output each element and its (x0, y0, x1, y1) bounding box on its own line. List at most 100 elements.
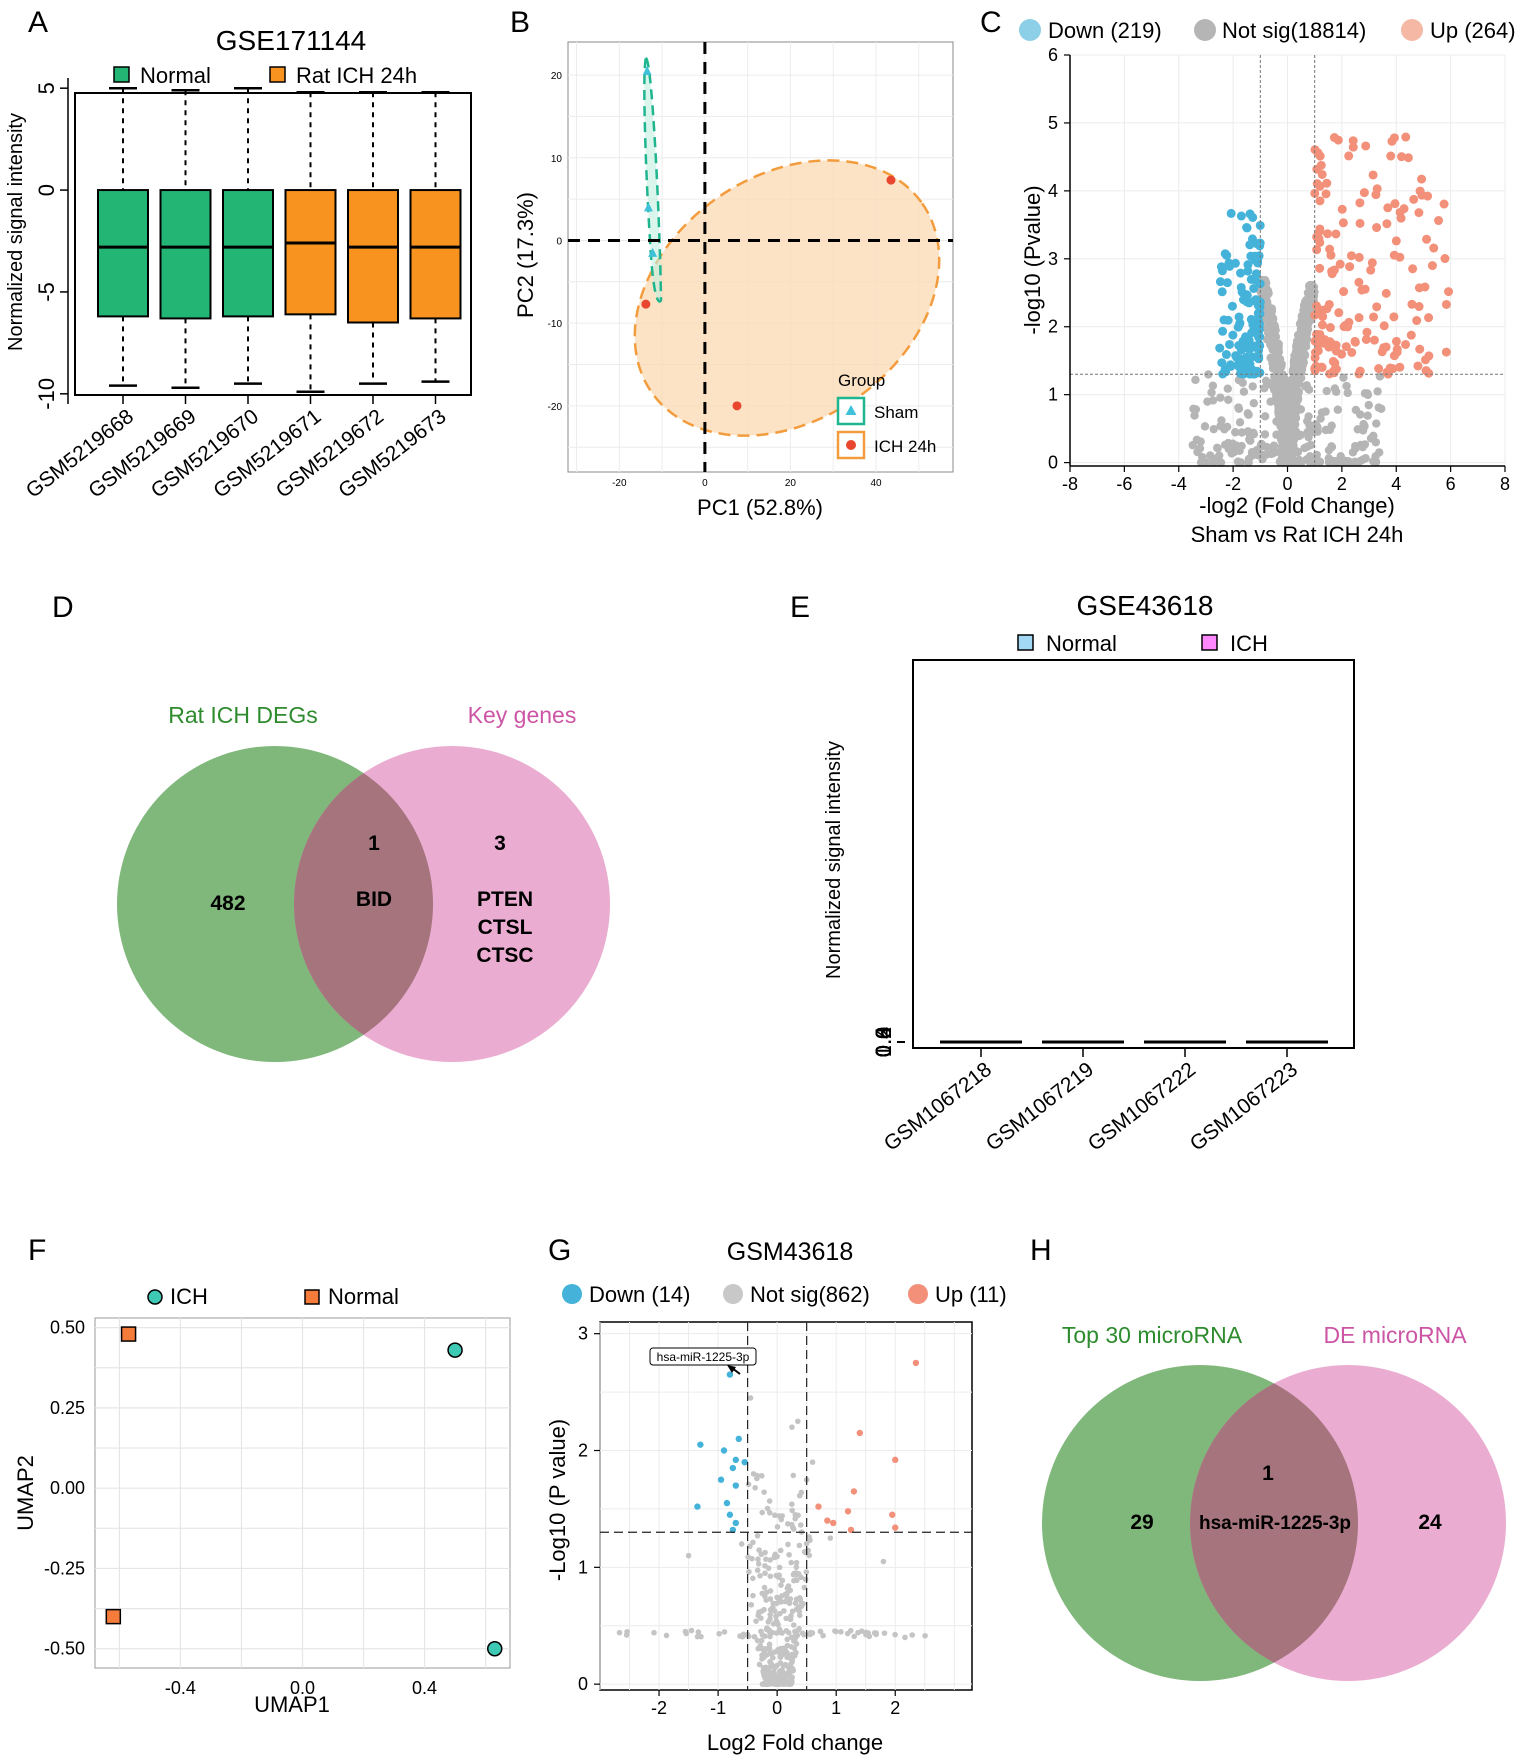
panel-letter-b: B (510, 6, 530, 39)
panel-letter-d: D (52, 591, 74, 624)
up-point (1374, 364, 1384, 374)
panel-c-ylabel: -log10 (Pvalue) (1020, 185, 1045, 334)
notsig-point (769, 1605, 775, 1612)
up-point (1444, 287, 1454, 297)
notsig-point (1358, 442, 1367, 452)
notsig-point (764, 1681, 770, 1687)
notsig-point (1371, 452, 1380, 461)
x-tick-label: 6 (1446, 474, 1456, 494)
x-tick-label: -0.4 (165, 1678, 196, 1698)
notsig-point (1216, 393, 1225, 402)
notsig-point (739, 1633, 746, 1640)
notsig-point (683, 1630, 690, 1637)
panel-a-ylabel: Normalized signal intensity (5, 113, 27, 351)
notsig-point (789, 1521, 795, 1528)
up-point (1350, 336, 1360, 346)
up-point (824, 1517, 831, 1524)
up-point (1383, 369, 1393, 379)
up-point (1315, 263, 1325, 273)
x-tick-label: 0 (772, 1698, 782, 1718)
down-point (720, 1447, 728, 1454)
notsig-point (793, 1564, 800, 1570)
notsig-point (1331, 387, 1341, 396)
notsig-point (745, 1481, 752, 1488)
notsig-point (777, 1547, 784, 1554)
down-point (1216, 262, 1226, 272)
up-point (1434, 216, 1444, 226)
x-tick-label: GSM1067223 (1186, 1058, 1302, 1156)
notsig-point (1266, 397, 1275, 406)
notsig-point (754, 1637, 761, 1644)
up-point (1317, 320, 1327, 330)
up-point (844, 1508, 852, 1515)
notsig-point (1343, 388, 1352, 398)
up-point (1361, 334, 1371, 344)
x-tick-label: -8 (1062, 474, 1078, 494)
y-tick-label: 0 (34, 184, 59, 196)
panel-letter-h: H (1030, 1234, 1052, 1267)
notsig-point (778, 1593, 785, 1599)
notsig-point (748, 1601, 755, 1608)
y-tick-label: 0 (578, 1674, 588, 1694)
mirna-callout-arrowhead (727, 1365, 736, 1373)
down-point (1236, 211, 1246, 221)
panel-a-y-axis: 5 0 -5 -10 (34, 78, 69, 410)
notsig-point (786, 1671, 792, 1678)
notsig-point (777, 1650, 783, 1657)
notsig-point (772, 1649, 778, 1655)
down-point (1215, 277, 1225, 287)
up-point (1440, 254, 1450, 264)
mirna-callout-label: hsa-miR-1225-3p (657, 1350, 750, 1364)
notsig-point (769, 1629, 776, 1636)
panel-a-title: GSE171144 (216, 25, 367, 56)
down-point (1243, 260, 1253, 270)
normal-point (120, 1326, 137, 1342)
notsig-point (1304, 385, 1314, 394)
notsig-point (803, 1569, 810, 1575)
x-tick-label: 1 (831, 1698, 841, 1718)
notsig-point (799, 1630, 806, 1637)
notsig-point (754, 1532, 761, 1539)
notsig-point (755, 1556, 761, 1563)
up-point (1367, 258, 1377, 268)
notsig-point (1235, 418, 1245, 427)
venn-h-overlap-gene: hsa-miR-1225-3p (1199, 1513, 1351, 1534)
sham-point (642, 65, 652, 75)
notsig-point (770, 1655, 776, 1661)
notsig-point (1290, 405, 1300, 415)
notsig-point (790, 1622, 797, 1628)
notsig-point (767, 1616, 773, 1622)
y-tick-label: -0.25 (44, 1558, 85, 1578)
notsig-point (1363, 390, 1373, 400)
up-point (1382, 219, 1392, 229)
notsig-point (761, 1584, 768, 1591)
down-point (1246, 274, 1256, 284)
down-point (1218, 326, 1228, 336)
panel-g-xlabel: Log2 Fold change (707, 1730, 883, 1755)
panel-letter-a: A (28, 6, 48, 39)
notsig-point (1293, 330, 1303, 340)
x-tick-label: -2 (1225, 474, 1241, 494)
up-point (1429, 243, 1439, 253)
notsig-point (774, 1524, 781, 1530)
legend-a-ich-label: Rat ICH 24h (296, 63, 417, 88)
down-point (732, 1519, 740, 1527)
notsig-point (755, 1561, 762, 1567)
down-point (1225, 261, 1235, 271)
notsig-point (774, 1681, 781, 1687)
venn-h-left-count: 29 (1130, 1511, 1153, 1534)
notsig-point (1252, 446, 1261, 455)
legend-f-normal-label: Normal (328, 1284, 399, 1309)
notsig-point (750, 1539, 756, 1546)
y-tick-label: -10 (548, 319, 563, 330)
notsig-point (769, 1663, 775, 1669)
down-point (1215, 343, 1225, 353)
notsig-point (761, 1489, 767, 1495)
panel-letter-f: F (28, 1234, 46, 1267)
notsig-point (838, 1629, 844, 1635)
notsig-point (751, 1633, 758, 1640)
up-point (1354, 313, 1364, 323)
notsig-point (1193, 447, 1202, 457)
notsig-point (789, 1507, 795, 1514)
down-point (1253, 329, 1263, 339)
